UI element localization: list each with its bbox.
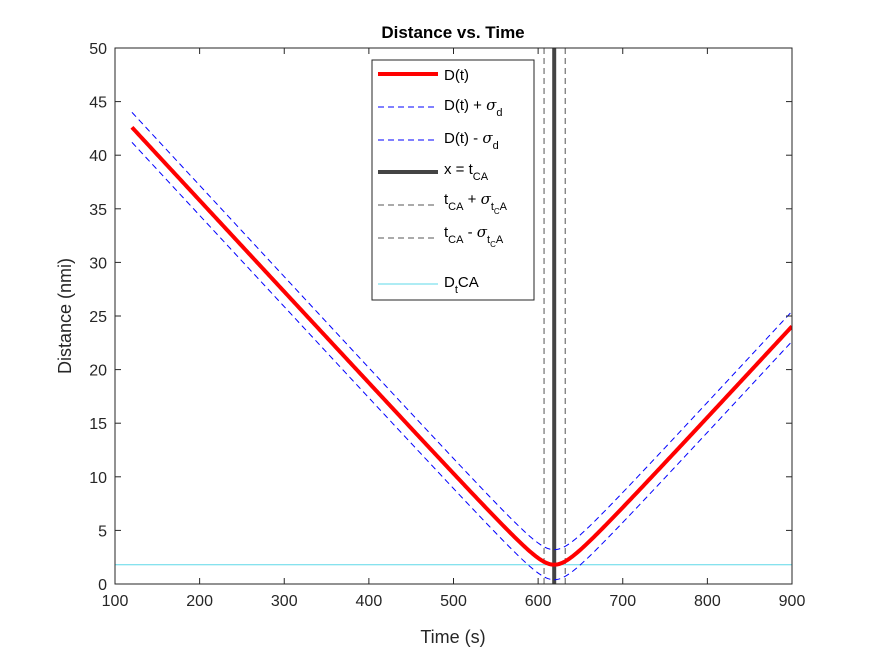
series-d-line: [130, 125, 792, 567]
x-tick-label-700: 700: [609, 593, 636, 610]
y-axis-label: Distance (nmi): [55, 258, 75, 374]
y-tick-label-15: 15: [89, 416, 107, 433]
y-tick-label-20: 20: [89, 363, 107, 380]
y-tick-label-35: 35: [89, 202, 107, 219]
x-tick-label-100: 100: [102, 593, 129, 610]
y-tick-label-25: 25: [89, 309, 107, 326]
x-tick-label-500: 500: [440, 593, 467, 610]
y-tick-label-30: 30: [89, 255, 107, 272]
legend-label-d: D(t): [444, 67, 469, 84]
x-axis: 100 200 300 400 500 600 700 800 900: [102, 48, 806, 610]
x-tick-label-200: 200: [186, 593, 213, 610]
y-tick-label-50: 50: [89, 41, 107, 58]
x-tick-label-400: 400: [356, 593, 383, 610]
x-tick-label-900: 900: [779, 593, 806, 610]
y-tick-label-0: 0: [98, 577, 107, 594]
y-tick-label-45: 45: [89, 95, 107, 112]
x-tick-label-600: 600: [525, 593, 552, 610]
chart-title: Distance vs. Time: [381, 23, 524, 42]
y-tick-label-5: 5: [98, 523, 107, 540]
legend: D(t) D(t) + σd D(t) - σd x = tCA tCA + σ…: [371, 59, 535, 301]
legend-box: [371, 59, 535, 301]
legend-label-dtca: DtCA: [444, 274, 479, 296]
y-tick-label-10: 10: [89, 470, 107, 487]
series-d-minus-line: [131, 141, 792, 581]
legend-label-d-minus: D(t) - σd: [444, 129, 499, 152]
x-tick-label-300: 300: [271, 593, 298, 610]
legend-label-d-plus: D(t) + σd: [444, 96, 502, 119]
series-d-plus-line: [131, 111, 792, 551]
x-axis-label: Time (s): [420, 627, 485, 647]
x-tick-label-800: 800: [694, 593, 721, 610]
series-layer: [115, 48, 792, 584]
y-axis: 0 5 10 15 20 25 30 35 40 45 50: [89, 41, 792, 594]
y-tick-label-40: 40: [89, 148, 107, 165]
